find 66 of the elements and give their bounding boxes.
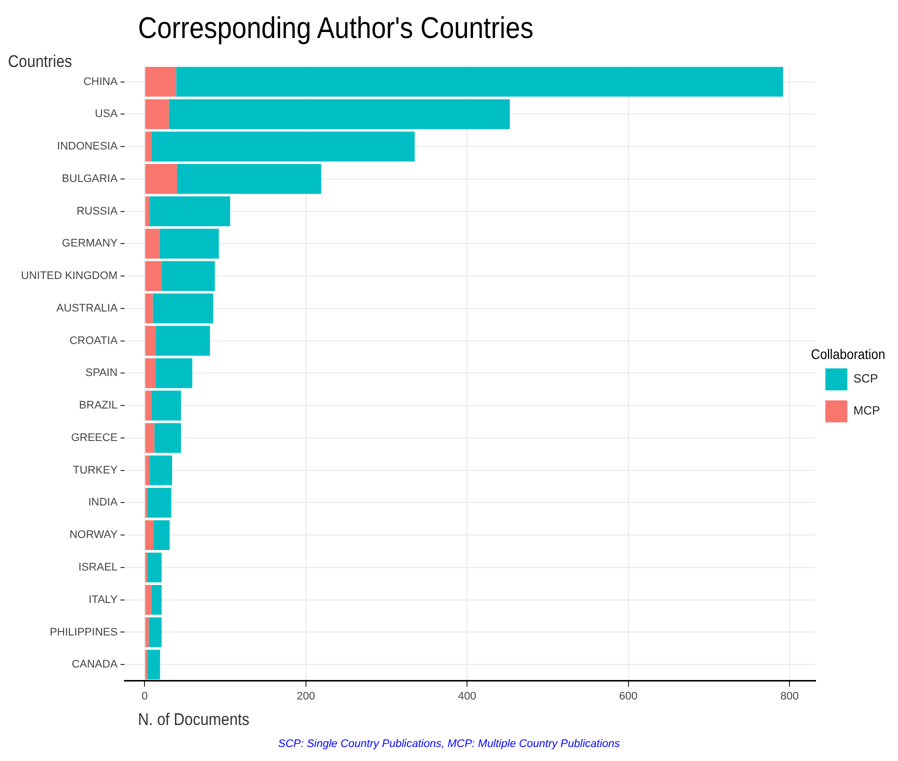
- text: SCP: Single Country Publications, MCP: Multiple Country Publications: [277, 738, 621, 750]
- bar: [145, 261, 162, 291]
- bar: [145, 358, 156, 388]
- x-tick-label: 0: [142, 690, 148, 702]
- bar: [168, 99, 510, 130]
- y-tick-label: USA: [94, 108, 118, 120]
- y-tick-label: AUSTRALIA: [56, 302, 118, 314]
- bar: [150, 196, 230, 226]
- bar: [145, 99, 169, 130]
- bar: [145, 617, 149, 648]
- x-axis-title: N. of Documents: [138, 710, 250, 730]
- bar: [145, 294, 153, 324]
- y-tick-label: CHINA: [83, 76, 118, 88]
- y-tick-label: NORWAY: [69, 529, 118, 542]
- bar: [176, 164, 322, 194]
- y-tick-label: ITALY: [88, 594, 118, 606]
- y-tick-label: TURKEY: [72, 464, 118, 476]
- bar: [156, 326, 210, 356]
- legend-label: MCP: [853, 404, 880, 418]
- bar: [145, 584, 152, 615]
- y-axis-title: Countries: [8, 52, 72, 72]
- x-tick-label: 800: [780, 690, 799, 702]
- x-tick-label: 400: [458, 690, 476, 702]
- bar: [147, 488, 172, 518]
- bar: [145, 326, 156, 356]
- bar: [145, 66, 176, 97]
- bar: [147, 552, 162, 582]
- bar: [151, 584, 162, 615]
- y-tick-label: INDIA: [88, 496, 118, 509]
- bar: [162, 261, 215, 291]
- y-tick-label: GREECE: [71, 432, 118, 444]
- legend-label: SCP: [853, 372, 878, 386]
- bar: [150, 455, 172, 486]
- bar: [151, 390, 181, 420]
- y-tick-label: CROATIA: [69, 334, 118, 347]
- bar: [145, 164, 177, 194]
- y-tick-label: SPAIN: [85, 367, 118, 380]
- y-tick-label: GERMANY: [62, 238, 118, 250]
- bar: [145, 132, 152, 162]
- bar: [145, 196, 150, 226]
- bar: [147, 650, 160, 680]
- bar: [145, 390, 152, 420]
- bar: [148, 617, 162, 648]
- bar: [176, 66, 784, 97]
- bar: [145, 228, 160, 259]
- bar: [155, 358, 192, 388]
- x-tick-label: 200: [296, 690, 316, 702]
- bar: [154, 520, 170, 550]
- bar: [159, 228, 219, 259]
- y-tick-label: UNITED KINGDOM: [20, 270, 118, 282]
- bar: [154, 423, 181, 453]
- bar: [152, 294, 214, 324]
- y-tick-label: INDONESIA: [57, 140, 118, 153]
- legend-title: Collaboration: [811, 346, 886, 362]
- x-tick-label: 600: [619, 690, 638, 702]
- y-tick-label: ISRAEL: [78, 562, 118, 574]
- bar: [151, 132, 415, 162]
- bar: [145, 423, 154, 453]
- y-tick-label: BULGARIA: [62, 172, 118, 185]
- y-tick-label: CANADA: [72, 658, 118, 671]
- y-tick-label: RUSSIA: [76, 205, 118, 218]
- chart-title: Corresponding Author's Countries: [138, 12, 534, 46]
- bar: [145, 520, 154, 550]
- y-tick-label: PHILIPPINES: [50, 626, 118, 638]
- bar: [145, 455, 150, 486]
- y-tick-label: BRAZIL: [79, 400, 118, 412]
